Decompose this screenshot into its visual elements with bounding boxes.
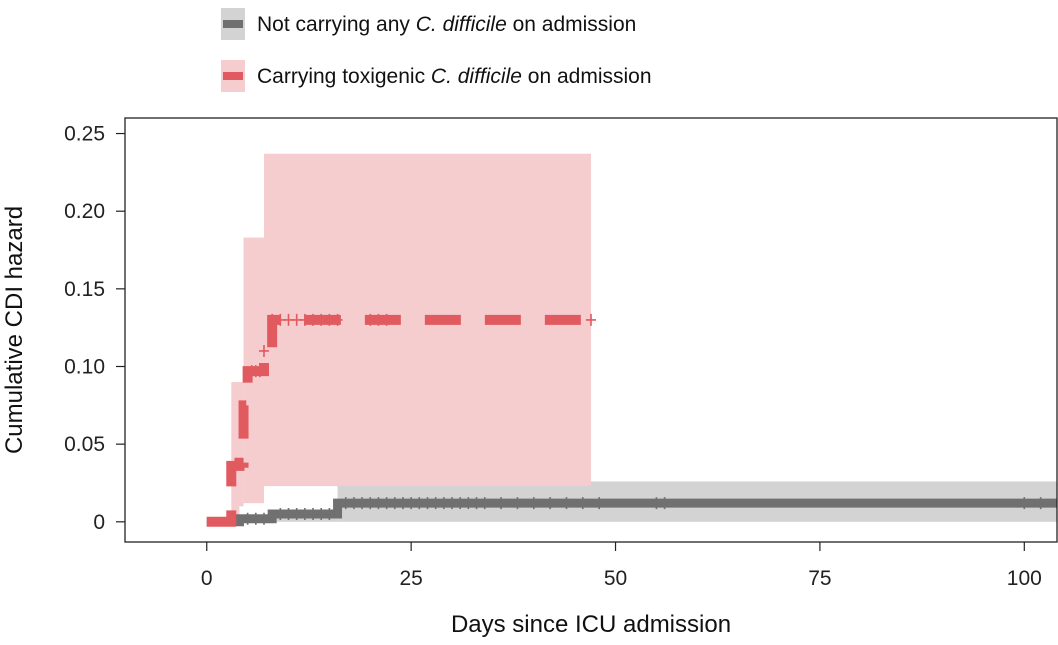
ci-band-1-0 bbox=[231, 382, 240, 522]
censor-mark-0-2 bbox=[258, 512, 269, 525]
censor-mark-0-29 bbox=[512, 497, 523, 510]
legend-swatch-line-carrying bbox=[223, 72, 243, 80]
ci-band-1-1 bbox=[239, 382, 244, 507]
censor-mark-1-16 bbox=[586, 313, 596, 326]
censor-mark-1-3 bbox=[258, 344, 269, 357]
y-tick-label-3: 0.15 bbox=[64, 278, 105, 301]
legend-label-carrying: Carrying toxigenic C. difficile on admis… bbox=[257, 65, 652, 88]
censor-mark-0-31 bbox=[545, 497, 556, 510]
censor-mark-0-37 bbox=[1019, 497, 1030, 510]
y-axis-title: Cumulative CDI hazard bbox=[1, 206, 28, 454]
legend-item-carrying-toxigenic: Carrying toxigenic C. difficile on admis… bbox=[221, 60, 652, 92]
censor-mark-0-32 bbox=[561, 497, 572, 510]
x-tick-label-4: 100 bbox=[1007, 567, 1042, 590]
censor-mark-1-2 bbox=[254, 365, 265, 378]
series-line-0 bbox=[206, 498, 1057, 527]
censor-mark-0-38 bbox=[1035, 497, 1046, 510]
legend: Not carrying any C. difficile on admissi… bbox=[221, 8, 652, 92]
y-tick-label-2: 0.10 bbox=[64, 355, 105, 378]
x-axis-title: Days since ICU admission bbox=[451, 611, 731, 638]
y-tick-label-1: 0.05 bbox=[64, 433, 105, 456]
x-tick-label-3: 75 bbox=[808, 567, 831, 590]
censor-mark-1-15 bbox=[381, 313, 392, 326]
x-tick-label-0: 0 bbox=[201, 567, 213, 590]
y-tick-label-5: 0.25 bbox=[64, 123, 105, 146]
censor-marks bbox=[242, 313, 1046, 525]
x-tick-label-2: 50 bbox=[604, 567, 627, 590]
censor-mark-0-36 bbox=[659, 497, 670, 510]
censor-mark-0-27 bbox=[479, 497, 490, 510]
series-lines bbox=[206, 314, 1057, 527]
x-axis: 0 25 50 75 100 bbox=[201, 542, 1042, 590]
confidence-bands bbox=[231, 153, 1057, 522]
censor-mark-0-28 bbox=[496, 497, 507, 510]
y-tick-label-0: 0 bbox=[93, 511, 105, 534]
x-tick-label-1: 25 bbox=[399, 567, 422, 590]
legend-swatch-line-not-carrying bbox=[223, 20, 243, 28]
censor-mark-0-30 bbox=[528, 497, 539, 510]
censor-mark-1-12 bbox=[332, 313, 343, 326]
censor-mark-0-33 bbox=[577, 497, 588, 510]
censor-mark-0-34 bbox=[594, 497, 605, 510]
legend-label-not-carrying: Not carrying any C. difficile on admissi… bbox=[257, 13, 636, 36]
series-line-1 bbox=[206, 314, 591, 527]
plot-frame bbox=[124, 117, 1058, 543]
y-tick-label-4: 0.20 bbox=[64, 200, 105, 223]
legend-item-not-carrying: Not carrying any C. difficile on admissi… bbox=[221, 8, 636, 40]
y-axis: 0 0.05 0.10 0.15 0.20 0.25 bbox=[64, 123, 125, 534]
censor-mark-0-9 bbox=[324, 508, 335, 521]
